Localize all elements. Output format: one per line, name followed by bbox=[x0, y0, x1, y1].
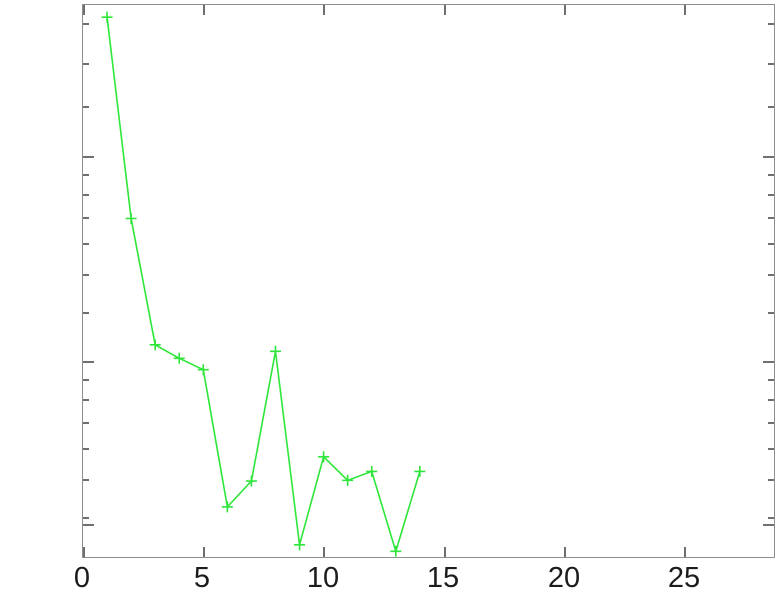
x-tick-label-20: 20 bbox=[547, 562, 581, 594]
y-minor-tick-right bbox=[768, 379, 774, 381]
y-major-tick-right bbox=[763, 524, 774, 526]
y-minor-tick bbox=[83, 23, 89, 25]
data-point-10 bbox=[318, 451, 330, 463]
y-minor-tick-right bbox=[768, 174, 774, 176]
x-tick-top-20 bbox=[564, 5, 566, 15]
data-point-2 bbox=[125, 213, 137, 225]
data-point-11 bbox=[342, 474, 354, 486]
y-minor-tick bbox=[83, 217, 89, 219]
y-minor-tick-right bbox=[768, 217, 774, 219]
y-minor-tick bbox=[83, 448, 89, 450]
x-tick-top-0 bbox=[83, 5, 85, 15]
y-minor-tick-right bbox=[768, 106, 774, 108]
data-series-layer bbox=[101, 11, 426, 557]
y-major-tick-right bbox=[763, 361, 774, 363]
data-point-14 bbox=[414, 465, 426, 477]
data-point-7 bbox=[245, 475, 257, 487]
series-line-residual bbox=[106, 17, 421, 555]
y-minor-tick-right bbox=[768, 448, 774, 450]
y-minor-tick bbox=[83, 194, 89, 196]
y-minor-tick bbox=[83, 422, 89, 424]
y-minor-tick-right bbox=[768, 479, 774, 481]
y-minor-tick-right bbox=[768, 194, 774, 196]
x-tick-label-15: 15 bbox=[426, 562, 460, 594]
y-minor-tick-right bbox=[768, 243, 774, 245]
y-minor-tick-right bbox=[768, 23, 774, 25]
y-minor-tick bbox=[83, 63, 89, 65]
x-tick-label-10: 10 bbox=[306, 562, 340, 594]
x-tick-top-10 bbox=[323, 5, 325, 15]
y-minor-tick-right bbox=[768, 312, 774, 314]
x-tick-label-25: 25 bbox=[667, 562, 701, 594]
y-minor-tick-right bbox=[768, 422, 774, 424]
y-minor-tick bbox=[83, 479, 89, 481]
x-tick-top-25 bbox=[684, 5, 686, 15]
y-major-tick-1e-2 bbox=[83, 524, 94, 526]
x-tick-10 bbox=[323, 547, 325, 557]
data-point-3 bbox=[149, 339, 161, 351]
y-major-tick-1e-1 bbox=[83, 361, 94, 363]
x-tick-15 bbox=[444, 547, 446, 557]
data-point-4 bbox=[173, 352, 185, 364]
y-minor-tick bbox=[83, 106, 89, 108]
x-tick-top-5 bbox=[203, 5, 205, 15]
x-tick-25 bbox=[684, 547, 686, 557]
x-tick-20 bbox=[564, 547, 566, 557]
y-minor-tick-right bbox=[768, 399, 774, 401]
data-point-8 bbox=[269, 345, 281, 357]
y-minor-tick-right bbox=[768, 274, 774, 276]
data-point-5 bbox=[197, 364, 209, 376]
plot-area bbox=[82, 4, 775, 558]
y-minor-tick bbox=[83, 243, 89, 245]
data-point-9 bbox=[294, 539, 306, 551]
y-minor-tick-right bbox=[768, 63, 774, 65]
y-minor-tick-right bbox=[768, 517, 774, 519]
data-point-12 bbox=[366, 465, 378, 477]
data-point-1 bbox=[101, 11, 113, 23]
series-markers-residual bbox=[101, 11, 426, 557]
x-tick-0 bbox=[83, 547, 85, 557]
x-tick-5 bbox=[203, 547, 205, 557]
y-minor-tick bbox=[83, 174, 89, 176]
x-tick-label-5: 5 bbox=[193, 562, 211, 594]
y-minor-tick bbox=[83, 312, 89, 314]
y-major-tick-right bbox=[763, 156, 774, 158]
y-minor-tick bbox=[83, 517, 89, 519]
y-minor-tick bbox=[83, 379, 89, 381]
x-tick-top-15 bbox=[444, 5, 446, 15]
data-point-6 bbox=[221, 501, 233, 513]
x-tick-label-0: 0 bbox=[73, 562, 91, 594]
y-minor-tick bbox=[83, 274, 89, 276]
y-minor-tick bbox=[83, 399, 89, 401]
data-point-13 bbox=[390, 545, 402, 557]
y-major-tick-1e0 bbox=[83, 156, 94, 158]
